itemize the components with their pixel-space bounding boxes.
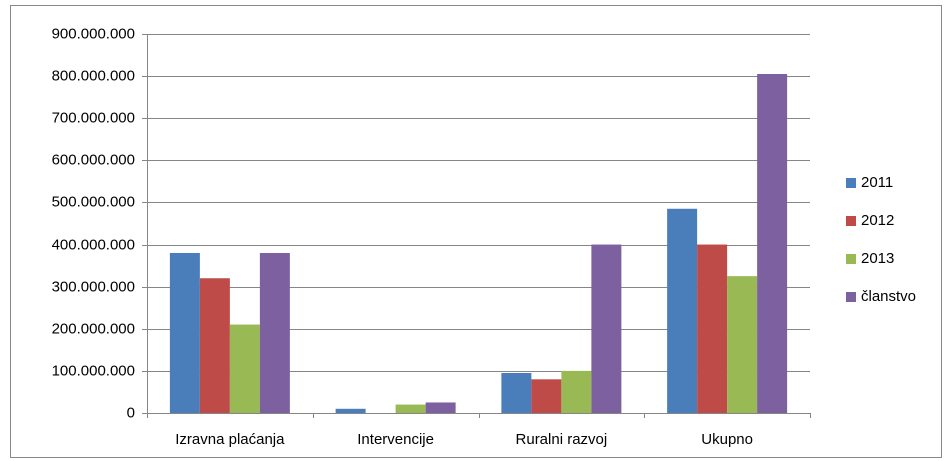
x-tick-label: Ruralni razvoj bbox=[516, 431, 608, 448]
y-tick-label: 100.000.000 bbox=[52, 362, 135, 379]
x-tick-label: Izravna plaćanja bbox=[175, 431, 285, 448]
legend-swatch bbox=[846, 178, 856, 188]
chart-border bbox=[10, 5, 942, 458]
y-tick-label: 600.000.000 bbox=[52, 151, 135, 168]
bar bbox=[697, 244, 728, 413]
legend-label: 2011 bbox=[861, 174, 893, 191]
legend-swatch bbox=[846, 254, 856, 264]
bar bbox=[259, 252, 290, 413]
x-tick-label: Ukupno bbox=[701, 431, 753, 448]
bar bbox=[229, 324, 260, 413]
bar bbox=[169, 252, 200, 413]
y-tick-label: 900.000.000 bbox=[52, 25, 135, 42]
bar bbox=[395, 404, 426, 413]
bar bbox=[727, 276, 758, 413]
legend-label: članstvo bbox=[861, 288, 916, 305]
y-tick-label: 500.000.000 bbox=[52, 193, 135, 210]
bar bbox=[335, 408, 366, 413]
y-tick-label: 200.000.000 bbox=[52, 320, 135, 337]
bar bbox=[561, 370, 592, 413]
legend-swatch bbox=[846, 292, 856, 302]
legend-label: 2013 bbox=[861, 250, 894, 267]
bar bbox=[531, 379, 562, 413]
legend-label: 2012 bbox=[861, 212, 894, 229]
y-tick-label: 0 bbox=[127, 404, 135, 421]
bar bbox=[425, 402, 456, 413]
y-tick-label: 400.000.000 bbox=[52, 236, 135, 253]
y-tick-label: 700.000.000 bbox=[52, 109, 135, 126]
legend-swatch bbox=[846, 216, 856, 226]
bar bbox=[199, 278, 230, 413]
y-tick-label: 800.000.000 bbox=[52, 67, 135, 84]
bar bbox=[501, 372, 532, 413]
bar bbox=[591, 244, 622, 413]
bar bbox=[757, 74, 788, 413]
y-tick-label: 300.000.000 bbox=[52, 278, 135, 295]
x-tick-label: Intervencije bbox=[357, 431, 434, 448]
bar bbox=[667, 208, 698, 413]
